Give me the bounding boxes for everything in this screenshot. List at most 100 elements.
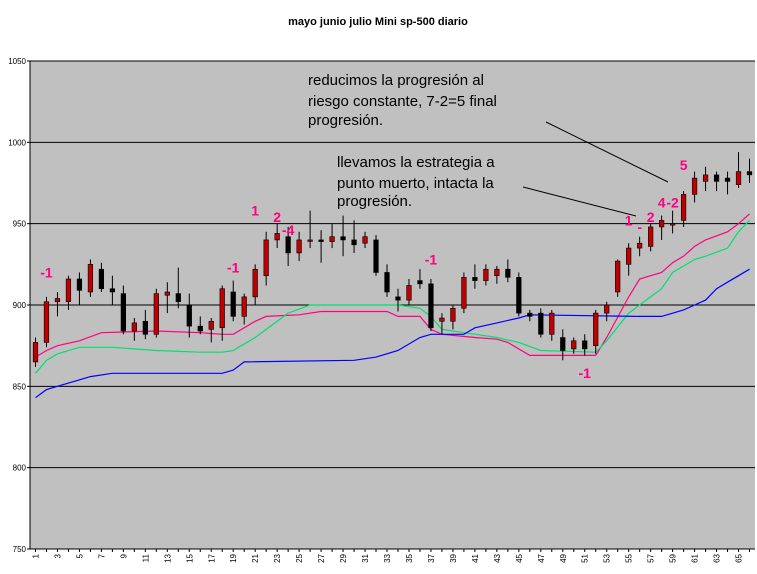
y-tick-label: 750 [13,545,27,554]
position-marker: -4 [282,222,295,238]
candle-body [131,322,137,332]
candle-body [230,291,236,317]
x-tick-label: 55 [625,553,634,562]
x-tick-label: 17 [207,553,216,562]
candle [263,231,269,286]
candle [219,285,225,341]
x-tick-label: 33 [383,553,392,562]
candle [593,309,599,354]
x-tick-label: 57 [647,553,656,562]
candle-body [735,171,742,185]
candle [76,272,83,305]
y-axis: 1050 1000 950 900 850 800 750 [8,57,31,554]
candle [505,259,511,283]
candle-body [208,320,214,330]
candle-body [659,220,665,228]
position-marker: -1 [227,259,240,275]
candle [274,223,280,249]
candle [131,318,137,341]
position-marker: -2 [666,194,679,210]
x-tick-label: 43 [493,553,502,562]
candle-body [186,304,192,327]
candle-body [76,278,83,291]
candle-body [428,283,434,329]
candle [296,231,302,262]
candle [153,288,159,338]
markers: -1 -11 2-4-1-11 2-4 -25 [40,157,687,381]
candle-body [417,280,423,285]
position-marker: 1 [251,203,259,219]
x-tick-label: 29 [339,553,348,562]
candle [175,267,181,309]
candle-body [483,268,489,281]
x-axis: 1 3 5 7 9 11 13 15 17 19 21 23 25 27 29 31 33 35 37 39 41 43 4… [30,548,755,563]
candle [680,191,687,227]
candle-body [197,325,203,332]
candle [285,226,291,266]
candle-body [296,239,302,254]
candle [351,220,357,253]
candle [109,275,115,305]
x-tick-label: 7 [97,553,106,558]
position-marker: 2 [647,209,655,225]
candle [615,259,621,297]
candle-body [560,337,566,351]
candle [43,296,50,348]
candle-body [571,340,577,350]
candle-body [340,236,346,241]
candle-body [516,277,522,314]
candle-body [109,288,115,293]
x-tick-label: 31 [361,553,370,562]
candle-body [615,260,621,293]
candle [648,223,654,252]
candle [120,285,126,335]
candle [472,264,478,289]
candle-body [746,171,753,176]
candle [87,259,94,297]
x-tick-label: 5 [75,553,84,558]
x-tick-label: 19 [229,553,238,562]
x-tick-label: 53 [603,553,612,562]
candle [197,316,203,335]
candle [208,318,214,343]
lower-band-line [35,268,750,399]
candle-body [329,236,335,242]
candle-body [648,226,654,247]
candle-body [439,317,445,322]
candle [439,313,445,335]
candle [252,264,258,305]
candle [691,171,698,203]
y-tick-label: 850 [13,382,27,391]
candle [571,337,577,354]
candle-body [318,239,324,242]
candle-body [713,174,720,182]
candle-body [120,293,126,332]
position-marker: 5 [680,157,688,173]
candle [54,291,61,317]
x-tick-label: 27 [317,553,326,562]
candle [395,288,401,312]
candle [724,171,731,195]
candle [659,215,665,240]
candle-body [153,293,159,335]
y-tick-label: 900 [13,301,27,310]
candle [582,334,588,356]
candle-body [538,312,544,335]
x-tick-label: 37 [427,553,436,562]
candle [450,305,456,330]
candles [32,152,753,367]
candle [362,231,368,249]
candle [373,235,379,276]
annotation-line: reducimos la progresión al [308,72,484,89]
candle [340,215,346,257]
candle-body [670,223,676,226]
position-marker: 1 [625,212,633,228]
x-tick-label: 49 [559,553,568,562]
candle [494,265,500,284]
annotation-pointer [545,121,669,183]
x-tick-label: 3 [53,553,62,558]
candle-body [724,177,731,182]
candle-body [362,236,368,244]
candle-body [65,278,72,303]
candle-body [702,174,709,182]
